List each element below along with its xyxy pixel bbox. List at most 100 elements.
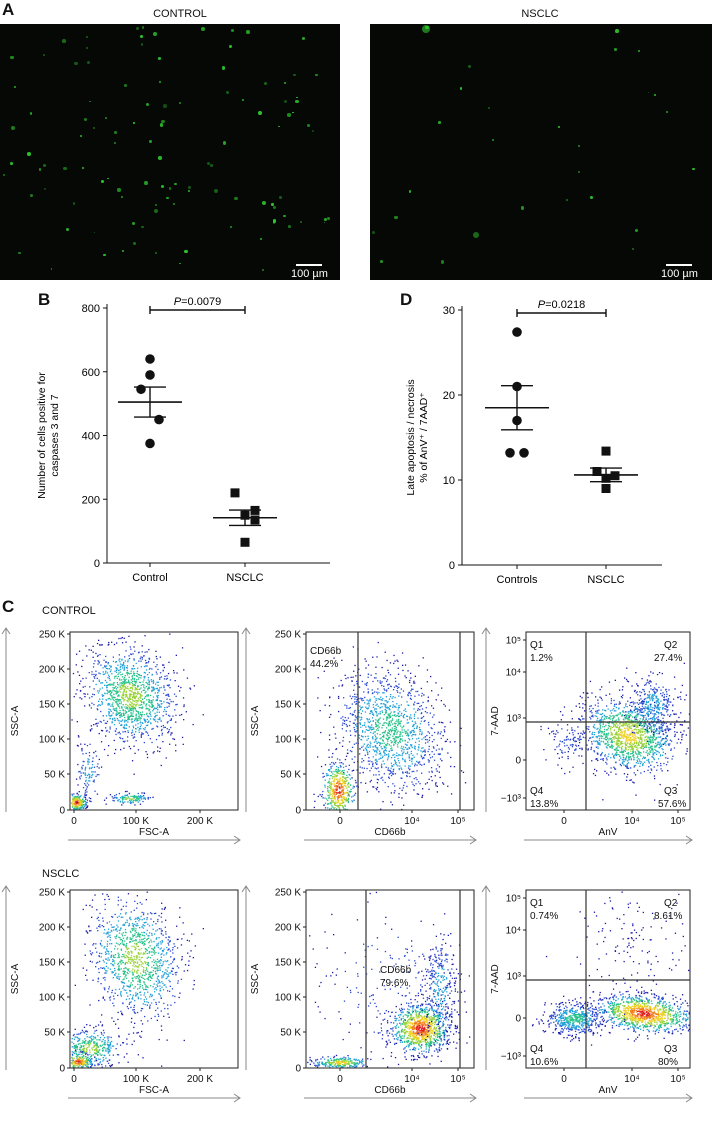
event	[627, 734, 629, 736]
event	[143, 684, 145, 686]
event	[141, 656, 143, 659]
event	[131, 682, 134, 684]
event	[597, 742, 599, 744]
event	[372, 727, 375, 729]
event	[611, 740, 613, 743]
event	[79, 690, 82, 692]
event	[637, 729, 639, 731]
event	[75, 801, 77, 803]
event	[627, 749, 629, 751]
event	[132, 708, 135, 710]
event	[77, 745, 79, 747]
event	[317, 677, 319, 679]
event	[389, 723, 391, 725]
event	[124, 689, 126, 691]
event	[606, 733, 608, 735]
event	[620, 737, 622, 739]
event	[146, 715, 149, 717]
event	[611, 719, 614, 721]
event	[139, 711, 142, 714]
event	[347, 784, 349, 786]
event	[331, 801, 334, 803]
event	[130, 681, 132, 684]
event	[137, 723, 139, 725]
event	[609, 718, 611, 720]
event	[126, 665, 128, 667]
x-arrow-head	[233, 835, 241, 845]
event	[342, 796, 344, 798]
event	[596, 736, 598, 738]
event	[352, 785, 355, 787]
event	[179, 690, 181, 692]
event	[170, 726, 172, 729]
event	[414, 765, 416, 767]
event	[431, 734, 433, 737]
event	[341, 790, 344, 793]
event	[127, 796, 130, 798]
event	[616, 751, 618, 754]
event	[146, 699, 148, 701]
event	[372, 704, 374, 706]
event	[381, 681, 383, 683]
event	[413, 708, 415, 710]
event	[136, 686, 139, 688]
event	[330, 793, 332, 795]
cell-dot	[241, 99, 244, 102]
event	[390, 748, 392, 750]
event	[130, 802, 132, 805]
event	[599, 722, 602, 724]
event	[608, 753, 610, 755]
event	[355, 716, 357, 719]
event	[413, 731, 415, 733]
event	[607, 729, 609, 731]
event	[144, 692, 146, 694]
event	[606, 716, 608, 718]
event	[367, 692, 369, 694]
event	[354, 709, 356, 712]
event	[113, 643, 116, 646]
event	[650, 739, 652, 741]
event	[183, 669, 185, 671]
event	[129, 706, 131, 708]
event	[641, 747, 643, 749]
event	[651, 747, 653, 749]
event	[634, 751, 636, 753]
event	[139, 800, 141, 802]
event	[612, 715, 614, 717]
event	[605, 694, 607, 696]
event	[653, 704, 656, 706]
event	[346, 787, 348, 789]
event	[615, 761, 617, 763]
cell-dot	[394, 215, 399, 220]
cell-dot	[284, 81, 287, 84]
event	[648, 761, 650, 763]
event	[130, 670, 132, 672]
event	[122, 698, 124, 700]
event	[352, 795, 354, 797]
event	[324, 786, 326, 788]
event	[164, 726, 166, 728]
event	[389, 696, 392, 698]
event	[336, 771, 338, 773]
event	[148, 704, 150, 706]
event	[428, 748, 430, 750]
cell-dot	[43, 164, 47, 168]
event	[658, 712, 660, 714]
event	[138, 688, 140, 691]
event	[672, 710, 674, 712]
event	[157, 703, 159, 705]
event	[641, 745, 644, 747]
event	[136, 679, 138, 681]
event	[92, 680, 94, 682]
event	[114, 701, 117, 703]
event	[636, 683, 638, 685]
event	[84, 693, 86, 695]
event	[427, 700, 429, 703]
event	[407, 694, 409, 696]
event	[75, 798, 77, 800]
event	[108, 691, 111, 693]
event	[400, 714, 402, 716]
event	[665, 731, 667, 733]
event	[133, 674, 136, 676]
event	[597, 741, 599, 743]
